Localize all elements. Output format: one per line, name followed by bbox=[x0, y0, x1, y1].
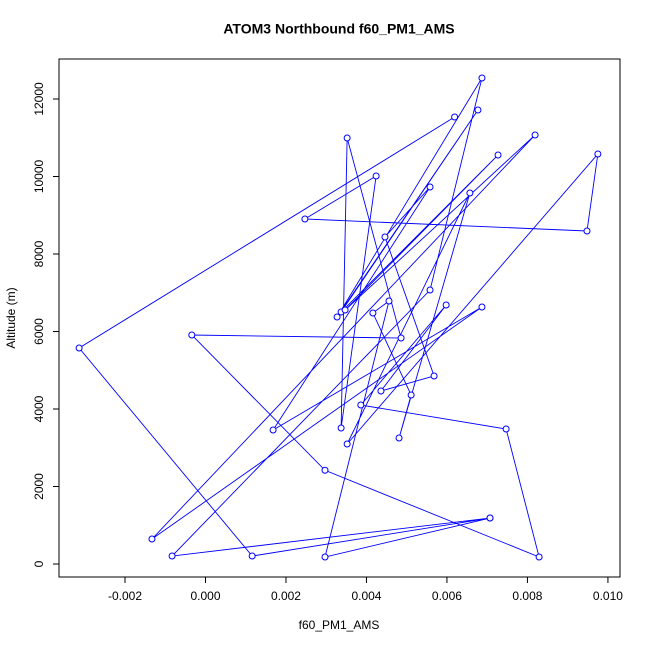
data-point bbox=[494, 151, 502, 159]
data-point bbox=[333, 313, 341, 321]
data-point bbox=[594, 150, 602, 158]
x-tick-label: 0.008 bbox=[512, 589, 542, 603]
data-point bbox=[369, 309, 377, 317]
y-tick-label: 4000 bbox=[32, 395, 46, 422]
data-point bbox=[343, 134, 351, 142]
data-point bbox=[337, 424, 345, 432]
data-point bbox=[502, 425, 510, 433]
data-point bbox=[395, 434, 403, 442]
data-point bbox=[377, 387, 385, 395]
data-point bbox=[148, 535, 156, 543]
x-axis-label: f60_PM1_AMS bbox=[299, 618, 380, 632]
x-tick-label: -0.002 bbox=[108, 589, 142, 603]
data-point bbox=[478, 303, 486, 311]
x-tick-label: 0.004 bbox=[351, 589, 381, 603]
y-tick-label: 10000 bbox=[32, 159, 46, 193]
data-point bbox=[486, 514, 494, 522]
data-point bbox=[397, 334, 405, 342]
data-point bbox=[341, 306, 349, 314]
data-point bbox=[188, 331, 196, 339]
data-point bbox=[248, 552, 256, 560]
data-point bbox=[407, 391, 415, 399]
x-tick-label: 0.002 bbox=[271, 589, 301, 603]
data-point bbox=[531, 131, 539, 139]
data-point bbox=[381, 233, 389, 241]
data-point bbox=[535, 553, 543, 561]
data-point bbox=[466, 189, 474, 197]
y-tick-label: 0 bbox=[32, 560, 46, 567]
data-point bbox=[168, 552, 176, 560]
data-point bbox=[478, 74, 486, 82]
data-point bbox=[343, 440, 351, 448]
x-tick-label: 0.000 bbox=[190, 589, 220, 603]
data-point bbox=[321, 466, 329, 474]
data-point bbox=[583, 227, 591, 235]
data-point bbox=[430, 372, 438, 380]
x-tick-label: 0.006 bbox=[432, 589, 462, 603]
data-point bbox=[451, 113, 459, 121]
y-tick-label: 12000 bbox=[32, 82, 46, 116]
data-point bbox=[321, 553, 329, 561]
data-point bbox=[426, 183, 434, 191]
data-point bbox=[442, 301, 450, 309]
data-point bbox=[372, 172, 380, 180]
y-tick-label: 8000 bbox=[32, 240, 46, 267]
y-axis-label: Altitude (m) bbox=[4, 287, 18, 348]
data-point bbox=[426, 286, 434, 294]
x-tick-label: 0.010 bbox=[593, 589, 623, 603]
data-point bbox=[385, 297, 393, 305]
y-tick-label: 2000 bbox=[32, 473, 46, 500]
data-point bbox=[269, 426, 277, 434]
chart-title: ATOM3 Northbound f60_PM1_AMS bbox=[223, 21, 454, 37]
data-point bbox=[357, 401, 365, 409]
data-point bbox=[301, 215, 309, 223]
data-point bbox=[75, 344, 83, 352]
y-tick-label: 6000 bbox=[32, 318, 46, 345]
data-point bbox=[474, 106, 482, 114]
